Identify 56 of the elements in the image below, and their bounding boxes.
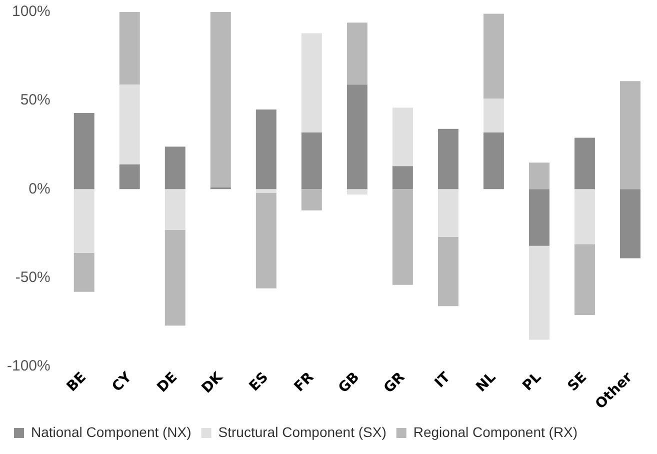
bar <box>301 189 322 210</box>
bar <box>483 98 504 132</box>
legend-label: Regional Component (RX) <box>413 424 578 440</box>
bar <box>74 112 94 190</box>
x-tick-label: GB <box>336 369 363 396</box>
bar <box>483 132 504 190</box>
bar <box>210 12 231 188</box>
bar <box>346 22 368 85</box>
bar <box>392 189 413 285</box>
bar <box>164 146 186 190</box>
bar <box>528 189 550 246</box>
bar <box>438 128 458 190</box>
x-tick-label: ES <box>246 369 272 395</box>
bar <box>164 230 186 326</box>
x-tick-label: SE <box>564 369 590 395</box>
bar <box>164 189 186 230</box>
y-tick-label: 50% <box>20 92 50 109</box>
bar <box>528 162 550 190</box>
bar <box>301 33 322 132</box>
bar <box>301 132 322 190</box>
y-tick-label: -50% <box>15 268 50 286</box>
x-tick-label: IT <box>432 369 454 392</box>
legend-label: National Component (NX) <box>31 424 192 440</box>
bar <box>256 192 276 288</box>
bar <box>574 189 595 244</box>
bar <box>346 84 368 190</box>
legend-label: Structural Component (SX) <box>218 424 386 440</box>
bar <box>483 14 504 99</box>
bar <box>119 164 140 190</box>
y-tick-label: -100% <box>7 357 50 374</box>
bar <box>346 189 368 194</box>
bar <box>74 189 94 253</box>
bar <box>620 189 640 258</box>
x-tick-label: NL <box>473 369 500 396</box>
x-tick-label: FR <box>291 369 318 396</box>
x-tick-label: CY <box>109 368 136 396</box>
bar <box>438 237 458 306</box>
bar <box>438 189 458 237</box>
bar <box>392 166 413 190</box>
bar <box>74 252 94 292</box>
bar <box>119 84 140 164</box>
y-tick-label: 0% <box>28 180 50 198</box>
bar <box>574 138 595 190</box>
bar <box>620 81 640 190</box>
x-tick-label: DE <box>154 369 181 396</box>
x-tick-label: PL <box>520 369 545 394</box>
bar <box>392 108 413 166</box>
x-tick-label: BE <box>64 369 90 395</box>
x-tick-label: DK <box>198 368 227 397</box>
x-tick-label: GR <box>381 369 408 396</box>
bar <box>119 12 140 85</box>
bar <box>256 109 276 190</box>
y-tick-label: 100% <box>12 3 50 20</box>
bar <box>574 244 595 315</box>
bar <box>256 189 276 193</box>
bar <box>528 246 550 340</box>
